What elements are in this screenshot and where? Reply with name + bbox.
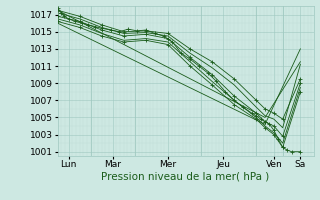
X-axis label: Pression niveau de la mer( hPa ): Pression niveau de la mer( hPa )	[101, 172, 270, 182]
